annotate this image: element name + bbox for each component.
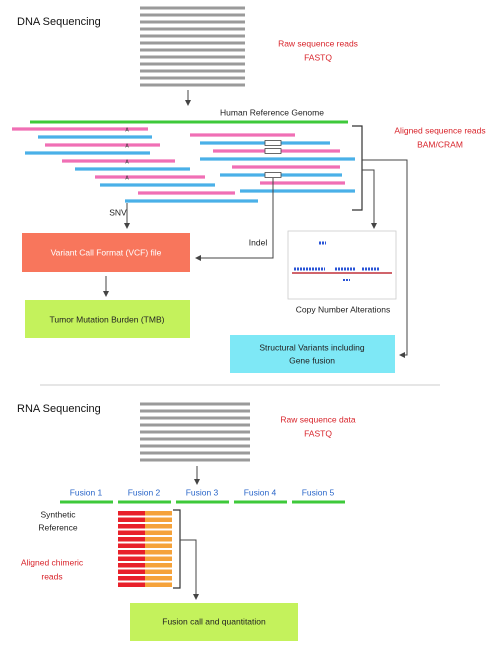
indel-label: Indel [249, 237, 268, 247]
read-segment [145, 530, 172, 535]
section-title: DNA Sequencing [17, 16, 101, 28]
read-segment [145, 569, 172, 574]
read-segment [118, 556, 145, 561]
read-segment [145, 511, 172, 516]
read-segment [118, 576, 145, 581]
fusion-label: Fusion 2 [128, 487, 161, 497]
cna-label: Copy Number Alterations [296, 304, 391, 314]
vcf-box [22, 233, 190, 272]
read-segment [118, 524, 145, 529]
read-segment [118, 530, 145, 535]
arrow [362, 169, 377, 229]
read-segment [145, 537, 172, 542]
read-segment [118, 563, 145, 568]
fusion-call-label: Fusion call and quantitation [162, 616, 266, 626]
read-segment [145, 556, 172, 561]
aligned-reads-label: BAM/CRAM [417, 139, 463, 149]
sv-label: Structural Variants including [259, 342, 364, 352]
tmb-box [25, 300, 190, 338]
fusion-label: Fusion 5 [302, 487, 335, 497]
aligned-reads-label: Aligned sequence reads [394, 125, 485, 135]
raw-reads-label: FASTQ [304, 52, 332, 62]
raw-data-label: FASTQ [304, 428, 332, 438]
fusion-label: Fusion 4 [244, 487, 277, 497]
cna-plot [287, 230, 397, 300]
raw-data-stack [140, 402, 250, 462]
sv-box [230, 335, 395, 373]
read-segment [118, 582, 145, 587]
snv-label: SNV [109, 207, 127, 217]
arrow [362, 159, 408, 358]
raw-reads-stack [140, 6, 245, 87]
read-segment [118, 537, 145, 542]
read-segment [118, 511, 145, 516]
reference-label: Human Reference Genome [220, 107, 324, 117]
read-segment [145, 517, 172, 522]
chimeric-reads [118, 511, 172, 587]
svg-text:A: A [125, 159, 129, 165]
svg-text:A: A [125, 175, 129, 181]
read-segment [118, 569, 145, 574]
chimeric-label: Aligned chimeric [21, 557, 84, 567]
read-segment [118, 543, 145, 548]
tmb-label: Tumor Mutation Burden (TMB) [50, 314, 165, 324]
fusion-label: Fusion 1 [70, 487, 103, 497]
read-segment [118, 550, 145, 555]
arrow [195, 178, 274, 261]
vcf-label: Variant Call Format (VCF) file [51, 247, 162, 257]
read-segment [145, 524, 172, 529]
chimeric-label: reads [41, 571, 62, 581]
raw-data-label: Raw sequence data [280, 414, 355, 424]
read-segment [145, 550, 172, 555]
fusion-label: Fusion 3 [186, 487, 219, 497]
read-segment [145, 576, 172, 581]
bracket [173, 509, 181, 589]
sv-label: Gene fusion [289, 355, 335, 365]
synthetic-label: Reference [38, 522, 77, 532]
fusion-call-box [130, 603, 298, 641]
read-segment [145, 563, 172, 568]
read-segment [145, 582, 172, 587]
read-segment [118, 517, 145, 522]
svg-text:A: A [125, 143, 129, 149]
raw-reads-label: Raw sequence reads [278, 38, 358, 48]
arrow [180, 539, 199, 600]
aligned-reads: A A A A [12, 127, 355, 203]
svg-text:A: A [125, 127, 129, 133]
read-segment [145, 543, 172, 548]
section-title: RNA Sequencing [17, 403, 101, 415]
synthetic-label: Synthetic [41, 509, 77, 519]
bracket [352, 125, 363, 211]
